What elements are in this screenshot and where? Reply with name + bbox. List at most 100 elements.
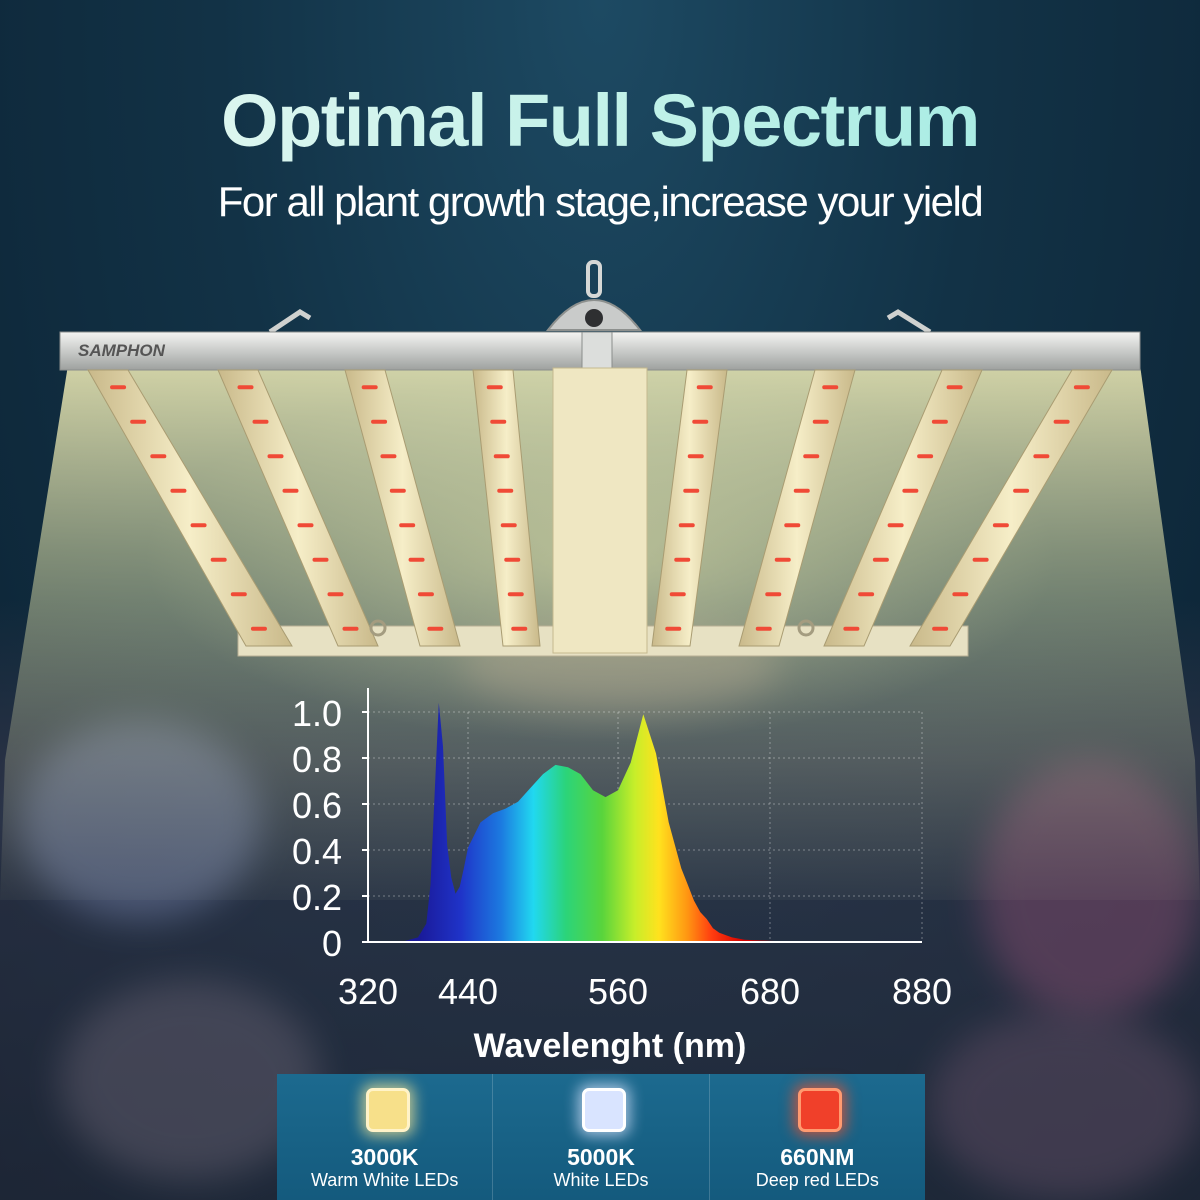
red-diode	[252, 419, 269, 424]
y-tick-label: 1.0	[292, 693, 342, 734]
led-strips	[87, 369, 1113, 647]
red-diode	[765, 592, 782, 597]
red-diode	[972, 557, 989, 562]
spectrum-area	[401, 702, 846, 942]
red-diode	[190, 523, 207, 528]
spectrum-chart: 0 0.2 0.4 0.6 0.8 1.0 320 440 560 680 880 Wavelen…	[292, 688, 952, 1065]
red-diode	[500, 523, 517, 528]
x-tick-label: 680	[740, 971, 800, 1012]
red-diode	[793, 488, 810, 493]
red-diode	[170, 488, 187, 493]
red-diode	[408, 557, 425, 562]
red-diode	[687, 454, 704, 459]
red-diode	[887, 523, 904, 528]
y-tick-label: 0.4	[292, 831, 342, 872]
page-subtitle: For all plant growth stage,increase your…	[217, 178, 984, 225]
red-diode	[130, 419, 147, 424]
red-diode	[858, 592, 875, 597]
red-diode	[389, 488, 406, 493]
x-ticks: 320 440 560 680 880	[338, 971, 952, 1012]
red-diode	[297, 523, 314, 528]
white-led-icon	[581, 1088, 626, 1132]
red-diode	[237, 385, 254, 390]
x-tick-label: 320	[338, 971, 398, 1012]
red-diode	[210, 557, 227, 562]
red-diode	[803, 454, 820, 459]
led-legend-panel: 3000K Warm White LEDs 5000K White LEDs 6…	[277, 1074, 925, 1200]
y-tick-label: 0.6	[292, 785, 342, 826]
x-axis-label: Wavelenght (nm)	[474, 1027, 747, 1065]
red-diode	[486, 385, 503, 390]
red-diode	[946, 385, 963, 390]
y-tick-label: 0.2	[292, 877, 342, 918]
center-driver	[552, 367, 648, 654]
red-diode	[110, 385, 127, 390]
red-diode	[282, 488, 299, 493]
background-blob	[60, 980, 320, 1180]
red-diode	[490, 419, 507, 424]
legend-desc: Deep red LEDs	[755, 1170, 879, 1190]
x-tick-label: 440	[438, 971, 498, 1012]
deep-red-led-icon	[798, 1088, 843, 1132]
legend-item-5000k: 5000K White LEDs	[493, 1074, 710, 1200]
legend-item-660nm: 660NM Deep red LEDs	[710, 1074, 925, 1200]
red-diode	[417, 592, 434, 597]
y-ticks: 0 0.2 0.4 0.6 0.8 1.0	[292, 693, 368, 964]
red-diode	[327, 592, 344, 597]
grow-light-fixture: SAMPHON	[59, 260, 1141, 657]
red-diode	[504, 557, 521, 562]
red-diode	[692, 419, 709, 424]
red-diode	[678, 523, 695, 528]
red-diode	[952, 592, 969, 597]
red-diode	[1053, 419, 1070, 424]
red-diode	[774, 557, 791, 562]
red-diode	[872, 557, 889, 562]
red-diode	[150, 454, 167, 459]
red-diode	[812, 419, 829, 424]
red-diode	[497, 488, 514, 493]
y-tick-label: 0	[322, 923, 342, 964]
page-title: Optimal Full Spectrum	[0, 78, 1200, 163]
red-diode	[917, 454, 934, 459]
legend-code: 5000K	[567, 1144, 635, 1170]
red-diode	[371, 419, 388, 424]
legend-code: 3000K	[350, 1144, 419, 1170]
red-diode	[1033, 454, 1050, 459]
red-diode	[427, 626, 444, 631]
legend-item-3000k: 3000K Warm White LEDs	[277, 1074, 494, 1200]
red-diode	[843, 626, 860, 631]
red-diode	[1073, 385, 1090, 390]
side-hook-icon	[268, 309, 312, 335]
red-diode	[674, 557, 691, 562]
red-diode	[230, 592, 247, 597]
hanger-hook	[545, 260, 643, 331]
legend-code: 660NM	[780, 1144, 855, 1170]
clip-icon	[369, 619, 387, 637]
legend-desc: White LEDs	[553, 1170, 649, 1190]
x-tick-label: 880	[892, 971, 952, 1012]
brand-label: SAMPHON	[78, 341, 166, 360]
x-tick-label: 560	[588, 971, 648, 1012]
red-diode	[361, 385, 378, 390]
red-diode	[312, 557, 329, 562]
red-diode	[755, 626, 772, 631]
warm-white-led-icon	[365, 1088, 410, 1132]
red-diode	[665, 626, 682, 631]
red-diode	[683, 488, 700, 493]
red-diode	[511, 626, 528, 631]
red-diode	[669, 592, 686, 597]
red-diode	[380, 454, 397, 459]
red-diodes	[110, 385, 1090, 631]
red-diode	[342, 626, 359, 631]
side-hook-icon	[886, 309, 932, 335]
red-diode	[992, 523, 1009, 528]
background-blob	[930, 1010, 1200, 1200]
red-diode	[822, 385, 839, 390]
red-diode	[507, 592, 524, 597]
y-tick-label: 0.8	[292, 739, 342, 780]
red-diode	[493, 454, 510, 459]
clip-icon	[797, 619, 815, 637]
red-diode	[250, 626, 267, 631]
red-diode	[399, 523, 416, 528]
red-diode	[696, 385, 713, 390]
